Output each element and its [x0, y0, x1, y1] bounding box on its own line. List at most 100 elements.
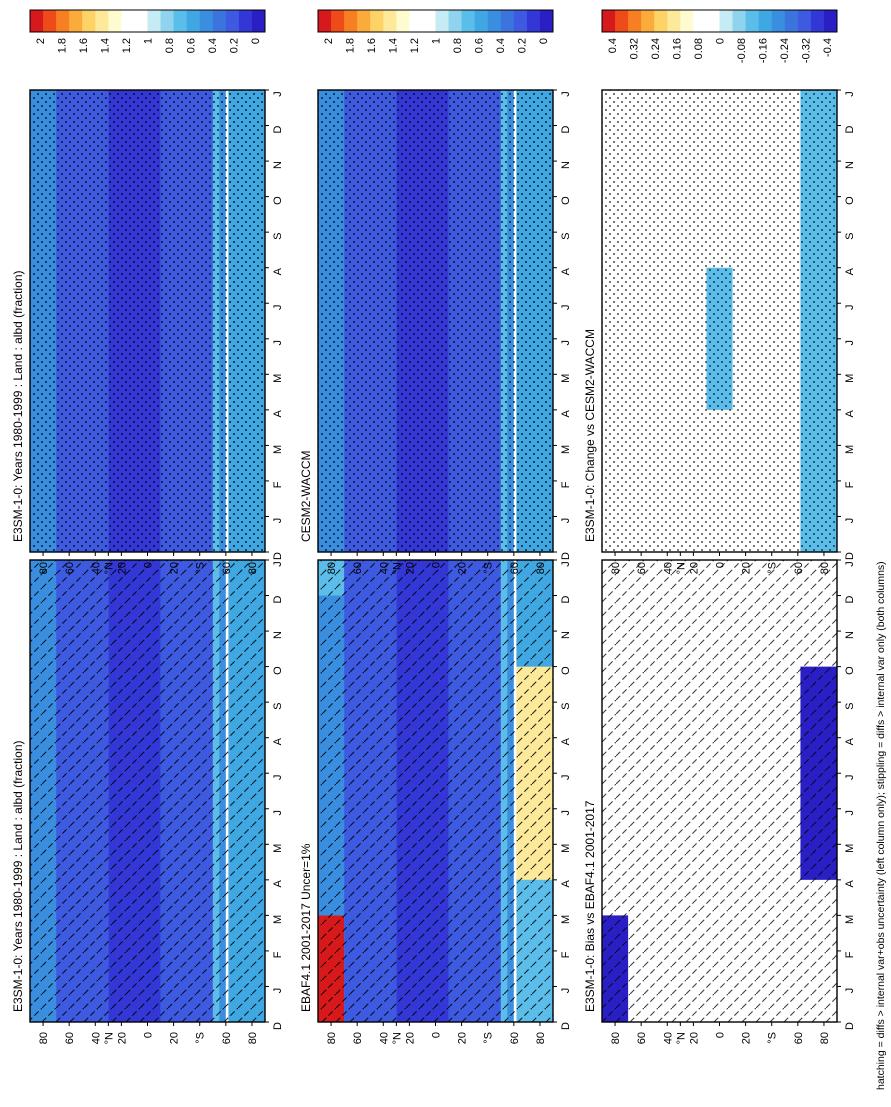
x-tick-label: D	[560, 126, 572, 134]
y-tick-label: 60	[352, 562, 364, 574]
colorbar-tick-label: 0.2	[517, 38, 529, 53]
x-tick-label: A	[272, 267, 284, 275]
x-tick-label: M	[272, 844, 284, 853]
y-tick-label: 20	[116, 1032, 128, 1044]
x-tick-label: D	[272, 126, 284, 134]
y-tick-label: 40	[378, 562, 390, 574]
x-tick-label: J	[844, 774, 856, 780]
y-tick-label: 40	[90, 562, 102, 574]
colorbar-swatch	[30, 10, 44, 32]
y-tick-label: °N	[391, 1032, 403, 1044]
x-tick-label: M	[560, 915, 572, 924]
colorbar-tick-label: 0.6	[474, 38, 486, 53]
x-tick-label: J	[844, 91, 856, 97]
y-tick-label: 40	[662, 562, 674, 574]
chart-title: E3SM-1-0: Bias vs EBAF4.1 2001-2017	[583, 800, 597, 1012]
colorbar-tick-label: 1	[143, 38, 155, 44]
colorbar-swatch	[357, 10, 371, 32]
colorbar-tick-label: 2	[35, 38, 47, 44]
y-tick-label: 80	[38, 1032, 50, 1044]
x-tick-label: J	[560, 774, 572, 780]
colorbar-swatch	[225, 10, 240, 32]
x-tick-label: M	[844, 915, 856, 924]
x-tick-label: M	[560, 445, 572, 454]
y-tick-label: 60	[793, 562, 805, 574]
colorbar-tick-label: 1.6	[366, 38, 378, 53]
x-tick-label: A	[272, 737, 284, 745]
y-tick-label: 60	[352, 1032, 364, 1044]
y-tick-label: °N	[103, 562, 115, 574]
colorbar-tick-label: 1.8	[57, 38, 69, 53]
chart-title: CESM2-WACCM	[299, 450, 313, 542]
x-tick-label: A	[560, 737, 572, 745]
x-tick-label: D	[844, 596, 856, 604]
y-tick-label: 0	[431, 562, 443, 568]
x-tick-label: J	[272, 988, 284, 994]
y-tick-label: 0	[431, 1032, 443, 1038]
colorbar-swatch	[69, 10, 83, 32]
x-tick-label: J	[844, 304, 856, 310]
y-tick-label: 60	[64, 1032, 76, 1044]
y-tick-label: °S	[767, 562, 779, 574]
x-tick-label: J	[844, 518, 856, 524]
x-tick-label: D	[272, 552, 284, 560]
stippling-overlay	[318, 90, 553, 552]
colorbar-swatch	[212, 10, 227, 32]
colorbar-swatch	[732, 10, 747, 32]
colorbar-swatch	[344, 10, 358, 32]
x-tick-label: J	[560, 988, 572, 994]
colorbar-tick-label: 0.32	[629, 38, 641, 59]
colorbar-swatch	[667, 10, 681, 32]
hatching-overlay	[602, 560, 837, 1022]
x-tick-label: D	[560, 596, 572, 604]
colorbar-swatch	[409, 10, 423, 32]
colorbar-tick-label: -0.24	[779, 38, 791, 63]
x-tick-label: M	[560, 844, 572, 853]
colorbar-swatch	[602, 10, 616, 32]
y-tick-label: °N	[675, 1032, 687, 1044]
x-tick-label: F	[844, 951, 856, 958]
x-tick-label: O	[560, 666, 572, 675]
y-tick-label: 60	[636, 562, 648, 574]
x-tick-label: D	[844, 552, 856, 560]
colorbar-tick-label: 0	[538, 38, 550, 44]
y-tick-label: 80	[819, 562, 831, 574]
x-tick-label: O	[272, 666, 284, 675]
x-tick-label: M	[844, 844, 856, 853]
colorbar-swatch	[331, 10, 345, 32]
chart-panel-2: E3SM-1-0: Years 1980-1999 : Land : albd …	[11, 9, 284, 574]
colorbar-swatch	[693, 10, 707, 32]
chart-panel-1: E3SM-1-0: Years 1980-1999 : Land : albd …	[11, 479, 284, 1044]
chart-title: EBAF4.1 2001-2017 Uncer=1%	[299, 843, 313, 1012]
y-tick-label: 80	[535, 1032, 547, 1044]
colorbar-swatch	[641, 10, 655, 32]
y-tick-label: 20	[404, 562, 416, 574]
colorbar-swatch	[784, 10, 799, 32]
chart-title: E3SM-1-0: Years 1980-1999 : Land : albd …	[11, 740, 25, 1012]
y-tick-label: °S	[483, 562, 495, 574]
colorbar-swatch	[186, 10, 201, 32]
x-tick-label: M	[272, 445, 284, 454]
stippling-overlay	[30, 90, 265, 552]
x-tick-label: D	[272, 596, 284, 604]
x-tick-label: J	[560, 340, 572, 346]
x-tick-label: A	[272, 410, 284, 418]
hatching-overlay	[30, 560, 265, 1022]
y-tick-label: 80	[247, 562, 259, 574]
y-tick-label: 80	[610, 562, 622, 574]
x-tick-label: N	[844, 631, 856, 639]
colorbar-swatch	[56, 10, 70, 32]
colorbar-swatch	[758, 10, 773, 32]
colorbar-tick-label: -0.08	[736, 38, 748, 63]
colorbar-swatch	[745, 10, 760, 32]
x-tick-label: J	[844, 988, 856, 994]
x-tick-label: O	[844, 666, 856, 675]
y-tick-label: 20	[404, 1032, 416, 1044]
x-tick-label: O	[560, 196, 572, 205]
colorbar-swatch	[238, 10, 253, 32]
colorbar-tick-label: 0	[715, 38, 727, 44]
colorbar-swatch	[160, 10, 175, 32]
x-tick-label: M	[844, 374, 856, 383]
